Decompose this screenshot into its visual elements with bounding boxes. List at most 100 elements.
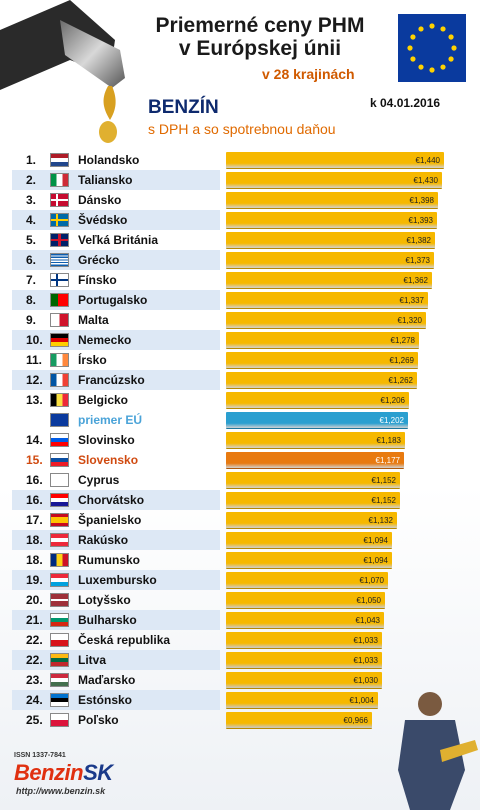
price-value-label: €1,393 xyxy=(408,216,433,225)
price-value-label: €1,382 xyxy=(406,236,431,245)
eu-flag-icon xyxy=(398,14,466,82)
rank-label: 4. xyxy=(26,213,37,227)
rank-label: 20. xyxy=(26,593,43,607)
ro-flag-icon xyxy=(50,553,69,567)
rank-label: 18. xyxy=(26,553,43,567)
country-label: Estónsko xyxy=(78,693,133,707)
price-value-label: €1,050 xyxy=(356,596,381,605)
country-label: Portugalsko xyxy=(78,293,148,307)
price-value-label: €1,202 xyxy=(379,416,404,425)
price-value-label: €0,966 xyxy=(343,716,368,725)
country-label: Cyprus xyxy=(78,473,120,487)
title-line-1: Priemerné ceny PHM xyxy=(155,14,365,37)
price-value-label: €1,269 xyxy=(389,356,414,365)
worker-illustration-icon xyxy=(398,692,478,810)
rank-label: 17. xyxy=(26,513,43,527)
price-bar xyxy=(226,372,417,389)
brand-url: http://www.benzin.sk xyxy=(16,786,106,796)
rank-label: 16. xyxy=(26,473,43,487)
pl-flag-icon xyxy=(50,713,69,727)
price-bar xyxy=(226,472,400,489)
price-bar xyxy=(226,412,408,429)
rank-label: 7. xyxy=(26,273,37,287)
price-bar xyxy=(226,652,382,669)
page-title: Priemerné ceny PHM v Európskej únii xyxy=(130,14,390,60)
rank-label: 8. xyxy=(26,293,37,307)
price-value-label: €1,132 xyxy=(368,516,393,525)
rank-label: 13. xyxy=(26,393,43,407)
price-value-label: €1,430 xyxy=(413,176,438,185)
country-label: Lotyšsko xyxy=(78,593,131,607)
country-label: Holandsko xyxy=(78,153,140,167)
rank-label: 6. xyxy=(26,253,37,267)
se-flag-icon xyxy=(50,213,69,227)
issn-label: ISSN 1337-7841 xyxy=(14,752,66,759)
price-value-label: €1,320 xyxy=(397,316,422,325)
country-label: Poľsko xyxy=(78,713,119,727)
fr-flag-icon xyxy=(50,373,69,387)
rank-label: 16. xyxy=(26,493,43,507)
price-bar xyxy=(226,612,384,629)
price-value-label: €1,206 xyxy=(380,396,405,405)
price-value-label: €1,152 xyxy=(371,496,396,505)
price-bar xyxy=(226,632,382,649)
rank-label: 12. xyxy=(26,373,43,387)
rank-label: 25. xyxy=(26,713,43,727)
price-value-label: €1,278 xyxy=(390,336,415,345)
rank-label: 21. xyxy=(26,613,43,627)
price-bar xyxy=(226,592,385,609)
gr-flag-icon xyxy=(50,253,69,267)
price-bar xyxy=(226,392,409,409)
nl-flag-icon xyxy=(50,153,69,167)
hr-flag-icon xyxy=(50,493,69,507)
country-label: Luxembursko xyxy=(78,573,157,587)
country-label: Litva xyxy=(78,653,107,667)
price-bar xyxy=(226,312,426,329)
country-label: Maďarsko xyxy=(78,673,136,687)
price-value-label: €1,362 xyxy=(403,276,428,285)
country-label: Slovinsko xyxy=(78,433,135,447)
sk-flag-icon xyxy=(50,453,69,467)
bg-flag-icon xyxy=(50,613,69,627)
country-label: Francúzsko xyxy=(78,373,145,387)
price-bar xyxy=(226,292,428,309)
rank-label: 22. xyxy=(26,653,43,667)
rank-label: 2. xyxy=(26,173,37,187)
country-label: Fínsko xyxy=(78,273,117,287)
dk-flag-icon xyxy=(50,193,69,207)
price-value-label: €1,033 xyxy=(353,656,378,665)
hu-flag-icon xyxy=(50,673,69,687)
price-bar xyxy=(226,192,438,209)
country-label: Dánsko xyxy=(78,193,122,207)
price-bar xyxy=(226,512,397,529)
country-label: Írsko xyxy=(78,353,107,367)
price-bar xyxy=(226,172,442,189)
price-bar xyxy=(226,252,434,269)
price-value-label: €1,004 xyxy=(349,696,374,705)
price-value-label: €1,177 xyxy=(375,456,400,465)
country-label: Nemecko xyxy=(78,333,132,347)
ee-flag-icon xyxy=(50,693,69,707)
country-label: Bulharsko xyxy=(78,613,137,627)
country-label: priemer EÚ xyxy=(78,413,143,427)
country-label: Španielsko xyxy=(78,513,142,527)
rank-label: 19. xyxy=(26,573,43,587)
price-bar xyxy=(226,692,378,709)
price-bar xyxy=(226,332,419,349)
de-flag-icon xyxy=(50,333,69,347)
price-bar xyxy=(226,152,444,169)
lt-flag-icon xyxy=(50,653,69,667)
price-value-label: €1,070 xyxy=(359,576,384,585)
price-value-label: €1,094 xyxy=(363,556,388,565)
rank-label: 15. xyxy=(26,453,43,467)
price-bar xyxy=(226,432,405,449)
eu-flag-icon xyxy=(50,413,69,427)
rank-label: 9. xyxy=(26,313,37,327)
country-label: Rumunsko xyxy=(78,553,141,567)
gb-flag-icon xyxy=(50,233,69,247)
rank-label: 24. xyxy=(26,693,43,707)
rank-label: 3. xyxy=(26,193,37,207)
rank-label: 14. xyxy=(26,433,43,447)
pt-flag-icon xyxy=(50,293,69,307)
country-label: Taliansko xyxy=(78,173,133,187)
